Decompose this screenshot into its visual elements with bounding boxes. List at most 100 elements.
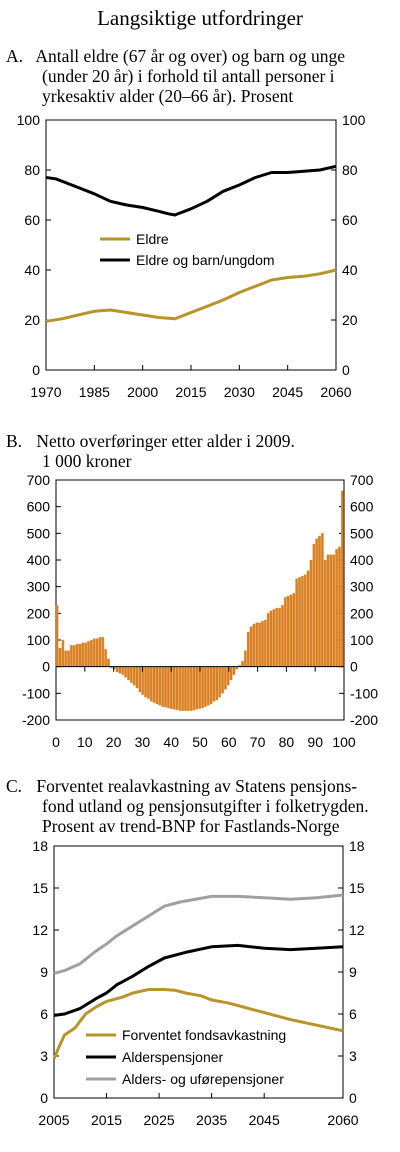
chart-b-bar <box>215 666 219 701</box>
chart-b-bar <box>92 638 96 667</box>
chart-b-bar <box>132 666 136 686</box>
chart-c-ytick-label-right: 18 <box>349 838 365 854</box>
panel-c-title: C. Forventet realavkastning av Statens p… <box>6 776 369 836</box>
chart-b-bar <box>278 607 281 667</box>
chart-b-bar <box>169 666 173 709</box>
chart-b-ytick-label-left: 500 <box>27 525 51 541</box>
chart-b-bar <box>187 666 190 711</box>
chart-b-ytick-label-right: 300 <box>350 579 374 595</box>
chart-b-bar <box>326 554 330 667</box>
chart-b-ytick-label-left: 400 <box>27 552 51 568</box>
chart-b-ytick-label-left: 600 <box>27 499 51 515</box>
panel-a-title-line-1: Antall eldre (67 år og over) og barn og … <box>35 46 345 66</box>
chart-a-ytick-label-left: 20 <box>24 312 40 328</box>
chart-b-bar <box>224 666 227 690</box>
panel-b-title-line-2: 1 000 kroner <box>42 451 132 471</box>
chart-b-bar <box>195 666 199 710</box>
chart-c-ytick-label-left: 0 <box>40 1090 48 1106</box>
chart-b-ytick-label-left: 700 <box>27 472 51 488</box>
chart-c-ytick-label-right: 15 <box>349 880 365 896</box>
chart-b-bar <box>98 637 102 667</box>
chart-b-bar <box>167 666 170 709</box>
chart-c-legend-label-3: Alders- og uførepensjoner <box>122 1071 284 1087</box>
chart-b-ytick-label-left: -100 <box>22 685 50 701</box>
chart-b-bar <box>212 666 216 702</box>
chart-b-bar <box>286 595 290 667</box>
chart-b-bar <box>67 650 70 667</box>
chart-a-ytick-label-right: 80 <box>342 162 358 178</box>
chart-a-ytick-label-left: 40 <box>24 262 40 278</box>
panel-a-title-line-2: (under 20 år) i forhold til antall perso… <box>42 66 335 86</box>
chart-b-bar <box>135 666 139 689</box>
chart-b-bar <box>81 642 85 667</box>
chart-b-bar <box>70 645 73 667</box>
chart-b-bar <box>275 607 279 667</box>
chart-c-ytick-label-right: 9 <box>349 964 357 980</box>
chart-a-ytick-label-left: 100 <box>17 112 41 128</box>
chart-c-ytick-label-left: 12 <box>32 922 48 938</box>
panel-b-title-line-1: Netto overføringer etter alder i 2009. <box>36 431 295 451</box>
chart-b-ytick-label-right: 200 <box>350 605 374 621</box>
panel-b-label: B. <box>6 431 23 451</box>
chart-b-bar <box>129 666 133 683</box>
chart-b-bar <box>269 610 273 667</box>
chart-c-xtick-label: 2015 <box>91 1112 122 1128</box>
chart-a-series-line-2 <box>45 164 337 217</box>
chart-c-xtick-label: 2005 <box>38 1112 69 1128</box>
chart-b-xtick-label: 40 <box>163 734 179 750</box>
chart-b-bar <box>318 535 321 667</box>
chart-a-ytick-label-right: 100 <box>342 112 366 128</box>
chart-b-bar <box>58 647 62 667</box>
chart-c-ytick-label-right: 3 <box>349 1048 357 1064</box>
chart-b-ytick-label-right: 100 <box>350 632 374 648</box>
chart-b-ytick-label-left: 100 <box>27 632 51 648</box>
chart-b-bar <box>209 666 213 705</box>
chart-b-bar <box>332 554 336 667</box>
chart-b-bar <box>206 666 210 706</box>
chart-a-legend-label-2: Eldre og barn/ungdom <box>136 252 275 268</box>
chart-b-bar <box>158 666 162 706</box>
chart-c-legend-label-2: Alderspensjoner <box>122 1049 224 1065</box>
chart-b-bar <box>75 643 79 667</box>
chart-b-bar <box>152 666 156 703</box>
chart-b-bar <box>272 609 276 667</box>
panel-b-title: B. Netto overføringer etter alder i 2009… <box>6 431 295 471</box>
chart-b-ytick-label-right: -100 <box>350 685 378 701</box>
chart-b-xtick-label: 80 <box>279 734 295 750</box>
chart-c-series-line-1 <box>52 988 344 1060</box>
chart-a-ytick-label-right: 20 <box>342 312 358 328</box>
chart-b-bar <box>189 666 193 711</box>
chart-a-legend-label-1: Eldre <box>136 231 169 247</box>
chart-b-bar <box>87 641 90 667</box>
chart-b-bar <box>218 666 222 698</box>
chart-b-ytick-label-left: 0 <box>42 659 50 675</box>
chart-b-bar <box>246 631 250 667</box>
panel-a-title-line-3: yrkesaktiv alder (20–66 år). Prosent <box>42 86 294 106</box>
chart-b-bar <box>118 666 122 674</box>
chart-a-xtick-label: 1985 <box>79 384 110 400</box>
chart-b-xtick-label: 90 <box>307 734 323 750</box>
chart-a-xtick-label: 2015 <box>175 384 206 400</box>
chart-b-bar <box>232 666 236 675</box>
chart-c-xtick-label: 2060 <box>327 1112 358 1128</box>
chart-b-bar <box>321 533 324 667</box>
chart-b-bar <box>289 594 293 667</box>
chart-b-bar <box>298 577 301 667</box>
chart-a-xtick-label: 2000 <box>127 384 158 400</box>
chart-b-bar <box>61 639 65 667</box>
chart-b-bar <box>181 666 184 711</box>
chart-a-xtick-label: 2060 <box>320 384 351 400</box>
chart-a-xtick-label: 1970 <box>30 384 61 400</box>
chart-a-series-line-1 <box>45 268 337 323</box>
chart-a: 0 0 20 20 40 40 60 60 80 80 100 100 1970 1985 2000 2015… <box>17 112 366 400</box>
chart-c-xtick-label: 2035 <box>196 1112 227 1128</box>
chart-c-ytick-label-right: 12 <box>349 922 365 938</box>
chart-b-bar <box>309 559 313 667</box>
chart-b-bar <box>155 666 159 705</box>
chart-c-ytick-label-left: 18 <box>32 838 48 854</box>
chart-b-bar <box>221 666 224 694</box>
chart-b-xtick-label: 10 <box>77 734 93 750</box>
chart-c-ytick-label-right: 0 <box>349 1090 357 1106</box>
chart-b-xtick-label: 50 <box>192 734 208 750</box>
